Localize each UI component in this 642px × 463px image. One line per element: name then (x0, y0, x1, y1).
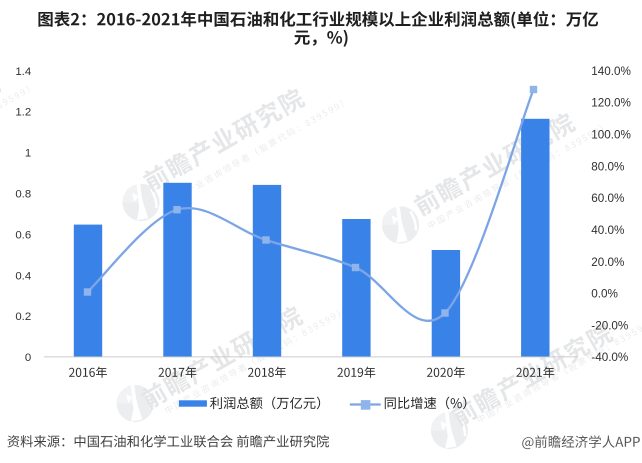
svg-text:40.0%: 40.0% (591, 224, 624, 237)
svg-text:1.2: 1.2 (15, 107, 31, 119)
svg-text:0.4: 0.4 (15, 270, 31, 282)
svg-text:0.0%: 0.0% (591, 288, 618, 301)
svg-text:120.0%: 120.0% (591, 97, 631, 110)
svg-text:0.6: 0.6 (15, 229, 31, 241)
svg-text:0.2: 0.2 (15, 311, 31, 323)
svg-text:-20.0%: -20.0% (591, 319, 628, 332)
svg-text:1.4: 1.4 (15, 66, 31, 78)
svg-text:140.0%: 140.0% (591, 65, 631, 78)
svg-text:80.0%: 80.0% (591, 160, 624, 173)
svg-text:1: 1 (25, 148, 31, 160)
svg-text:0.8: 0.8 (15, 189, 31, 201)
svg-text:60.0%: 60.0% (591, 192, 624, 205)
svg-text:-40.0%: -40.0% (591, 351, 628, 364)
svg-text:20.0%: 20.0% (591, 256, 624, 269)
svg-text:0: 0 (25, 352, 31, 364)
svg-text:100.0%: 100.0% (591, 129, 631, 142)
